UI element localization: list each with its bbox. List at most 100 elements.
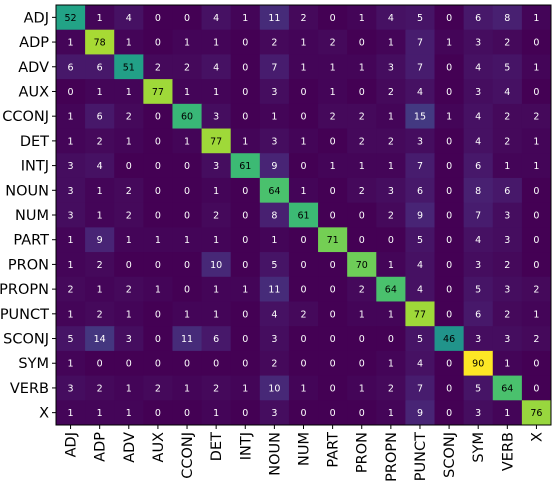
cell-value-label: 0 <box>184 161 190 172</box>
heatmap-cell <box>521 202 552 228</box>
cell-value-label: 8 <box>504 13 510 24</box>
heatmap-cell <box>230 276 261 302</box>
row-tick-label: PRON <box>8 257 49 273</box>
cell-value-label: 1 <box>533 62 539 73</box>
cell-value-label: 0 <box>242 186 248 197</box>
cell-value-label: 0 <box>533 383 539 394</box>
cell-value-label: 1 <box>388 38 394 49</box>
heatmap-cell <box>114 29 144 55</box>
cell-value-label: 64 <box>385 285 397 296</box>
heatmap-cell <box>405 301 436 327</box>
cell-value-label: 0 <box>330 359 336 370</box>
cell-value-label: 0 <box>330 136 336 147</box>
cell-value-label: 1 <box>126 38 132 49</box>
heatmap-cell <box>114 5 144 31</box>
cell-value-label: 2 <box>533 112 539 123</box>
heatmap-cell <box>318 177 348 204</box>
heatmap-cell <box>288 301 319 327</box>
cell-value-label: 0 <box>155 408 161 419</box>
cell-value-label: 71 <box>327 235 339 246</box>
heatmap-cell <box>114 400 144 426</box>
heatmap-cell <box>521 29 552 55</box>
plot-frame <box>55 4 552 426</box>
cell-value-label: 5 <box>417 334 423 345</box>
heatmap-cell <box>347 202 377 228</box>
cell-value-label: 0 <box>446 383 452 394</box>
heatmap-cell <box>56 375 86 401</box>
cell-value-label: 7 <box>417 383 423 394</box>
heatmap-cell <box>347 252 377 278</box>
heatmap-cell <box>201 350 232 377</box>
cell-value-label: 0 <box>242 334 248 345</box>
heatmap-cell <box>492 276 523 302</box>
cell-value-label: 0 <box>359 334 365 345</box>
cell-value-label: 0 <box>300 260 306 271</box>
heatmap-cell <box>114 79 144 105</box>
heatmap-cell <box>347 301 377 327</box>
heatmap-cell <box>85 252 115 278</box>
column-tick-label: PRON <box>355 432 371 473</box>
cell-value-label: 4 <box>126 13 132 24</box>
column-tick-label: SCONJ <box>442 432 458 478</box>
cell-value-label: 0 <box>155 359 161 370</box>
cell-value-label: 0 <box>446 211 452 222</box>
cell-value-label: 1 <box>213 285 219 296</box>
cell-value-label: 1 <box>126 87 132 98</box>
heatmap-cell <box>463 54 494 80</box>
heatmap-cell <box>288 153 319 179</box>
cell-value-label: 0 <box>330 383 336 394</box>
heatmap-cell <box>318 103 348 130</box>
heatmap-cell <box>434 375 465 401</box>
cell-value-label: 1 <box>359 13 365 24</box>
cell-value-label: 2 <box>330 38 336 49</box>
column-tick-label: VERB <box>500 432 516 471</box>
heatmap-cell <box>143 29 173 55</box>
cell-value-label: 0 <box>446 359 452 370</box>
cell-value-label: 1 <box>126 136 132 147</box>
cell-value-label: 3 <box>271 408 277 419</box>
heatmap-cell <box>56 400 86 426</box>
cell-value-label: 3 <box>504 334 510 345</box>
cell-value-label: 0 <box>155 334 161 345</box>
cell-value-label: 1 <box>184 38 190 49</box>
cell-value-label: 0 <box>300 285 306 296</box>
cell-value-label: 3 <box>475 334 481 345</box>
heatmap-cell <box>434 202 465 228</box>
cell-value-label: 0 <box>388 334 394 345</box>
cell-value-label: 2 <box>97 260 103 271</box>
cell-value-label: 1 <box>388 408 394 419</box>
heatmap-cell <box>318 29 348 55</box>
heatmap-cell <box>463 227 494 253</box>
heatmap-cell <box>463 153 494 179</box>
row-tick-label: X <box>39 406 49 422</box>
heatmap-cell <box>376 153 406 179</box>
cell-value-label: 2 <box>126 285 132 296</box>
heatmap-cell <box>143 350 173 377</box>
cell-value-label: 1 <box>388 359 394 370</box>
cell-value-label: 2 <box>388 383 394 394</box>
heatmap-cell <box>259 400 290 426</box>
heatmap-cell <box>463 326 494 352</box>
heatmap-cell <box>85 5 115 31</box>
heatmap-cell <box>288 202 319 228</box>
heatmap-cell <box>492 128 523 154</box>
cell-value-label: 1 <box>97 211 103 222</box>
cell-value-label: 1 <box>330 161 336 172</box>
heatmap-cell <box>201 54 232 80</box>
heatmap-cell <box>56 252 86 278</box>
heatmap-cell <box>376 29 406 55</box>
heatmap-cell <box>230 153 261 179</box>
cell-value-label: 11 <box>268 13 280 24</box>
cell-value-label: 10 <box>210 260 222 271</box>
heatmap-cell <box>492 400 523 426</box>
cell-value-label: 0 <box>533 235 539 246</box>
heatmap-cell <box>143 276 173 302</box>
cell-value-label: 5 <box>271 260 277 271</box>
heatmap-cell <box>56 301 86 327</box>
heatmap-cell <box>230 79 261 105</box>
cell-value-label: 64 <box>501 383 513 394</box>
heatmap-cell <box>259 103 290 130</box>
heatmap-cell <box>230 350 261 377</box>
heatmap-cell <box>201 153 232 179</box>
heatmap-cell <box>230 54 261 80</box>
